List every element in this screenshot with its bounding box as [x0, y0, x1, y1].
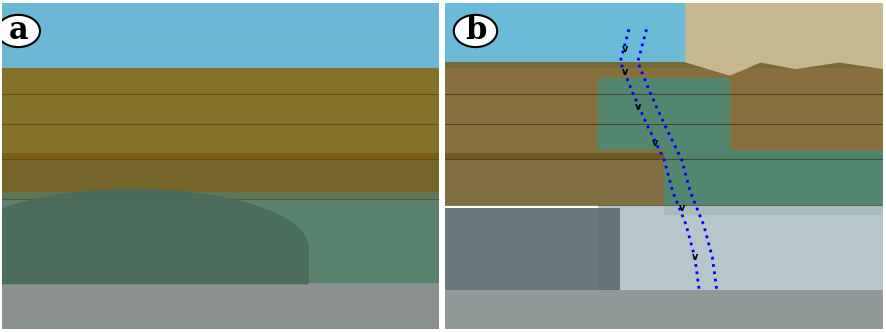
Bar	[445, 62, 883, 159]
Text: v: v	[621, 67, 628, 77]
Bar	[445, 290, 883, 329]
Text: b: b	[465, 16, 486, 46]
Bar	[664, 150, 883, 215]
Circle shape	[454, 15, 497, 47]
Bar	[598, 78, 730, 150]
Text: v: v	[692, 252, 698, 262]
Bar	[2, 192, 439, 290]
Circle shape	[0, 15, 40, 47]
Bar	[2, 3, 439, 75]
Text: v: v	[621, 44, 628, 54]
Text: a: a	[9, 16, 28, 46]
Text: v: v	[652, 138, 658, 148]
Bar	[445, 208, 620, 290]
Polygon shape	[686, 3, 883, 75]
Bar	[2, 153, 439, 199]
Bar	[445, 3, 883, 68]
Bar	[2, 283, 439, 329]
Text: v: v	[634, 103, 641, 113]
Text: v: v	[679, 203, 685, 213]
Bar	[445, 153, 883, 205]
Bar	[2, 68, 439, 159]
Bar	[598, 205, 883, 296]
